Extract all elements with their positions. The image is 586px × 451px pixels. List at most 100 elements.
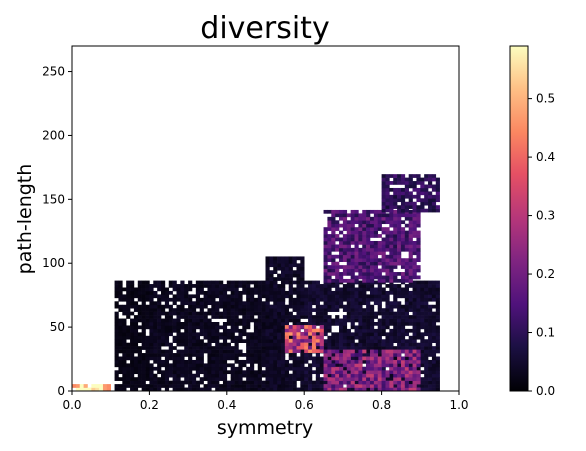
heatmap-cell <box>424 290 429 295</box>
heatmap-cell <box>199 308 204 312</box>
heatmap-cell <box>211 311 216 316</box>
heatmap-cell <box>393 230 398 235</box>
heatmap-cell <box>219 366 224 371</box>
heatmap-cell <box>377 244 382 249</box>
heatmap-cell <box>207 284 212 288</box>
heatmap-cell <box>122 373 127 378</box>
heatmap-cell <box>346 240 351 245</box>
heatmap-cell <box>141 366 146 371</box>
heatmap-cell <box>176 353 181 357</box>
heatmap-cell <box>195 304 201 309</box>
heatmap-cell <box>164 363 170 368</box>
heatmap-cell <box>230 328 235 333</box>
heatmap-cell <box>416 322 421 326</box>
heatmap-cell <box>273 308 278 312</box>
heatmap-cell <box>161 280 166 285</box>
heatmap-cell <box>311 380 317 385</box>
heatmap-cell <box>133 308 139 312</box>
heatmap-cell <box>400 315 406 319</box>
heatmap-cell <box>246 349 251 354</box>
heatmap-cell <box>277 332 282 337</box>
heatmap-cell <box>381 377 386 381</box>
heatmap-cell <box>404 384 409 388</box>
heatmap-cell <box>222 366 228 371</box>
heatmap-cell <box>366 244 371 249</box>
heatmap-cell <box>342 377 348 381</box>
heatmap-cell <box>369 308 375 312</box>
heatmap-cell <box>188 346 193 350</box>
heatmap-cell <box>172 356 177 361</box>
heatmap-cell <box>265 342 270 347</box>
heatmap-cell <box>234 301 239 306</box>
heatmap-cell <box>211 322 216 326</box>
heatmap-cell <box>327 237 332 242</box>
heatmap-cell <box>397 346 402 350</box>
heatmap-cell <box>226 335 231 340</box>
heatmap-cell <box>257 308 262 312</box>
heatmap-cell <box>412 181 417 185</box>
heatmap-cell <box>319 370 324 375</box>
heatmap-cell <box>339 366 344 371</box>
heatmap-cell <box>420 301 425 306</box>
heatmap-cell <box>246 377 251 381</box>
heatmap-cell <box>215 353 220 357</box>
heatmap-cell <box>126 304 131 309</box>
heatmap-cell <box>130 335 135 340</box>
heatmap-cell <box>141 332 146 337</box>
heatmap-cell <box>133 363 139 368</box>
heatmap-cell <box>389 213 394 218</box>
heatmap-cell <box>161 304 166 309</box>
heatmap-cell <box>389 301 394 306</box>
heatmap-cell <box>404 230 409 235</box>
heatmap-cell <box>118 384 123 388</box>
heatmap-cell <box>335 220 340 225</box>
heatmap-cell <box>412 380 417 385</box>
heatmap-cell <box>269 256 274 261</box>
heatmap-cell <box>385 194 390 199</box>
heatmap-cell <box>412 220 417 225</box>
heatmap-cell <box>400 247 406 252</box>
heatmap-cell <box>323 234 328 238</box>
heatmap-cell <box>435 187 440 192</box>
heatmap-cell <box>385 297 390 302</box>
heatmap-cell <box>416 356 421 361</box>
heatmap-cell <box>222 325 228 330</box>
heatmap-cell <box>176 325 181 330</box>
heatmap-cell <box>424 318 429 323</box>
heatmap-cell <box>269 311 274 316</box>
heatmap-cell <box>346 356 351 361</box>
heatmap-cell <box>253 335 259 340</box>
heatmap-cell <box>191 339 197 343</box>
heatmap-cell <box>412 234 417 238</box>
heatmap-cell <box>346 237 351 242</box>
heatmap-cell <box>161 373 166 378</box>
heatmap-cell <box>219 363 224 368</box>
colorbar-tick-label: 0.5 <box>536 92 555 106</box>
heatmap-cell <box>168 349 173 354</box>
heatmap-cell <box>342 294 348 299</box>
heatmap-cell <box>222 353 228 357</box>
heatmap-cell <box>149 342 154 347</box>
heatmap-cell <box>265 322 270 326</box>
heatmap-cell <box>342 265 348 269</box>
heatmap-cell <box>373 359 379 364</box>
heatmap-cell <box>311 284 317 288</box>
heatmap-cell <box>191 328 197 333</box>
heatmap-cell <box>358 251 363 256</box>
heatmap-cell <box>280 311 286 316</box>
heatmap-cell <box>323 304 328 309</box>
heatmap-cell <box>412 194 417 199</box>
heatmap-cell <box>335 237 340 242</box>
heatmap-cell <box>180 280 185 285</box>
heatmap-cell <box>373 244 379 249</box>
heatmap-cell <box>358 268 363 273</box>
heatmap-cell <box>327 209 332 214</box>
heatmap-cell <box>269 359 274 364</box>
heatmap-cell <box>126 349 131 354</box>
heatmap-cell <box>358 265 363 269</box>
heatmap-cell <box>168 297 173 302</box>
heatmap-cell <box>122 335 127 340</box>
heatmap-cell <box>257 287 262 292</box>
heatmap-cell <box>284 366 290 371</box>
heatmap-cell <box>331 363 336 368</box>
